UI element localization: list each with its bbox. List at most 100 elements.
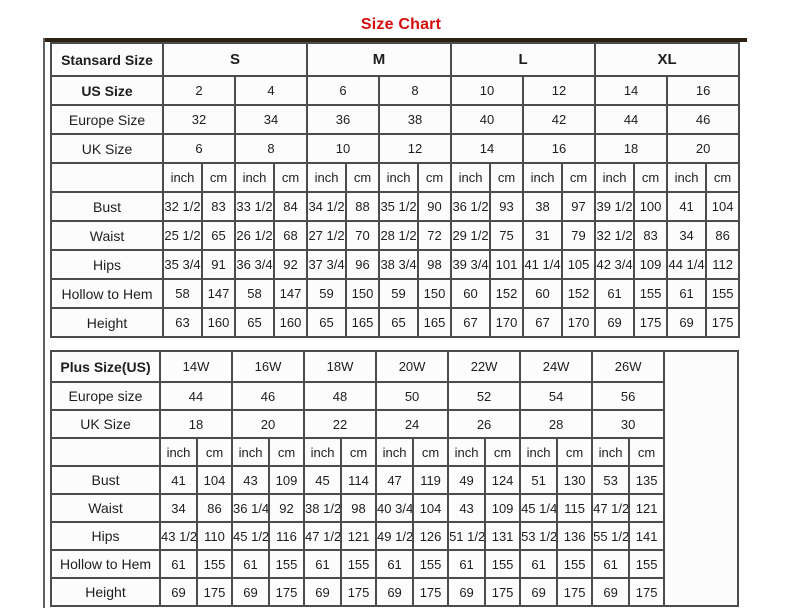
measurement-row-label: Waist bbox=[50, 493, 161, 523]
measurement-value: 92 bbox=[272, 249, 309, 280]
measurement-value: 110 bbox=[195, 521, 234, 551]
measurement-value: 175 bbox=[412, 577, 450, 607]
measurement-row-label: Hollow to Hem bbox=[50, 549, 161, 579]
measurement-value: 115 bbox=[556, 493, 594, 523]
us-size-row-label: US Size bbox=[50, 75, 164, 106]
measurement-value: 98 bbox=[417, 249, 453, 280]
measurement-value: 155 bbox=[633, 278, 669, 309]
measurement-value: 41 bbox=[666, 191, 708, 222]
measurement-value: 126 bbox=[412, 521, 450, 551]
measurement-value: 75 bbox=[489, 220, 525, 251]
measurement-value: 35 3/4 bbox=[162, 249, 203, 280]
measurement-value: 69 bbox=[375, 577, 415, 607]
uk-size-value: 8 bbox=[233, 133, 309, 164]
table-row: Europe Size 32 34 36 38 40 42 44 46 bbox=[50, 104, 741, 135]
measurement-value: 45 1/4 bbox=[519, 493, 559, 523]
table-row: Stansard Size S M L XL bbox=[50, 42, 741, 77]
measurement-value: 60 bbox=[450, 278, 492, 309]
measurement-value: 49 1/2 bbox=[375, 521, 415, 551]
measurement-value: 43 bbox=[231, 465, 271, 495]
measurement-value: 155 bbox=[340, 549, 378, 579]
measurement-value: 58 bbox=[162, 278, 203, 309]
uk-size-row-label: UK Size bbox=[50, 133, 164, 164]
measurement-value: 25 1/2 bbox=[162, 220, 203, 251]
measurement-value: 109 bbox=[633, 249, 669, 280]
unit-inch-header: inch bbox=[234, 162, 275, 193]
measurement-value: 86 bbox=[195, 493, 234, 523]
measurement-value: 69 bbox=[447, 577, 487, 607]
us-size-value: 6 bbox=[306, 75, 381, 106]
measurement-value: 39 1/2 bbox=[594, 191, 636, 222]
unit-cm-header: cm bbox=[272, 162, 309, 193]
uk-size-value: 24 bbox=[375, 409, 450, 439]
measurement-value: 96 bbox=[345, 249, 381, 280]
measurement-row-label: Hollow to Hem bbox=[50, 278, 164, 309]
unit-inch-header: inch bbox=[159, 437, 198, 467]
measurement-value: 147 bbox=[201, 278, 236, 309]
measurement-value: 116 bbox=[268, 521, 306, 551]
measurement-value: 155 bbox=[556, 549, 594, 579]
unit-inch-header: inch bbox=[303, 437, 343, 467]
measurement-value: 88 bbox=[345, 191, 381, 222]
europe-size-value: 46 bbox=[231, 381, 306, 411]
measurement-value: 41 bbox=[159, 465, 198, 495]
measurement-value: 121 bbox=[628, 493, 666, 523]
measurement-value: 119 bbox=[412, 465, 450, 495]
measurement-value: 160 bbox=[272, 307, 309, 338]
measurement-value: 47 bbox=[375, 465, 415, 495]
europe-size-row-label: Europe Size bbox=[50, 104, 164, 135]
table-row: Hips 43 1/2 110 45 1/2 116 47 1/2 121 49 1/2 126… bbox=[50, 521, 738, 551]
measurement-value: 104 bbox=[195, 465, 234, 495]
europe-size-value: 56 bbox=[591, 381, 666, 411]
measurement-value: 61 bbox=[303, 549, 343, 579]
plus-size-table: Plus Size(US) 14W 16W 18W 20W 22W 24W 26W Europe… bbox=[50, 350, 740, 607]
measurement-value: 109 bbox=[484, 493, 522, 523]
measurement-value: 92 bbox=[268, 493, 306, 523]
measurement-value: 34 1/2 bbox=[306, 191, 348, 222]
measurement-value: 47 1/2 bbox=[303, 521, 343, 551]
table-row: inch cm inch cm inch cm inch cm inch cm inch cm inch… bbox=[50, 437, 738, 467]
measurement-value: 97 bbox=[561, 191, 597, 222]
us-size-value: 16 bbox=[666, 75, 741, 106]
unit-inch-header: inch bbox=[375, 437, 415, 467]
unit-cm-header: cm bbox=[489, 162, 525, 193]
plus-size-value: 14W bbox=[158, 350, 234, 383]
measurement-value: 104 bbox=[412, 493, 450, 523]
measurement-value: 55 1/2 bbox=[591, 521, 631, 551]
uk-size-value: 12 bbox=[378, 133, 453, 164]
measurement-value: 155 bbox=[195, 549, 234, 579]
measurement-value: 61 bbox=[594, 278, 636, 309]
measurement-value: 65 bbox=[306, 307, 348, 338]
measurement-value: 61 bbox=[231, 549, 271, 579]
measurement-value: 59 bbox=[378, 278, 420, 309]
europe-size-row-label: Europe size bbox=[50, 381, 161, 411]
measurement-value: 100 bbox=[633, 191, 669, 222]
us-size-value: 14 bbox=[594, 75, 669, 106]
uk-size-value: 18 bbox=[158, 409, 234, 439]
measurement-value: 59 bbox=[306, 278, 348, 309]
plus-size-value: 20W bbox=[375, 350, 450, 383]
measurement-value: 131 bbox=[484, 521, 522, 551]
measurement-value: 69 bbox=[231, 577, 271, 607]
measurement-value: 105 bbox=[561, 249, 597, 280]
empty-corner-cell bbox=[50, 437, 161, 467]
unit-cm-header: cm bbox=[201, 162, 236, 193]
measurement-row-label: Bust bbox=[50, 191, 164, 222]
us-size-value: 10 bbox=[450, 75, 525, 106]
unit-cm-header: cm bbox=[417, 162, 453, 193]
measurement-value: 37 3/4 bbox=[306, 249, 348, 280]
unit-cm-header: cm bbox=[556, 437, 594, 467]
size-group-header: L bbox=[450, 42, 597, 77]
measurement-value: 69 bbox=[594, 307, 636, 338]
measurement-value: 83 bbox=[633, 220, 669, 251]
measurement-value: 61 bbox=[159, 549, 198, 579]
measurement-value: 65 bbox=[378, 307, 420, 338]
measurement-value: 121 bbox=[340, 521, 378, 551]
measurement-value: 60 bbox=[522, 278, 564, 309]
measurement-value: 84 bbox=[272, 191, 309, 222]
measurement-value: 38 3/4 bbox=[378, 249, 420, 280]
measurement-value: 79 bbox=[561, 220, 597, 251]
unit-inch-header: inch bbox=[231, 437, 271, 467]
table-row: Height 69 175 69 175 69 175 69 175 69 175 69 175 69 17… bbox=[50, 577, 738, 607]
measurement-value: 34 bbox=[666, 220, 708, 251]
